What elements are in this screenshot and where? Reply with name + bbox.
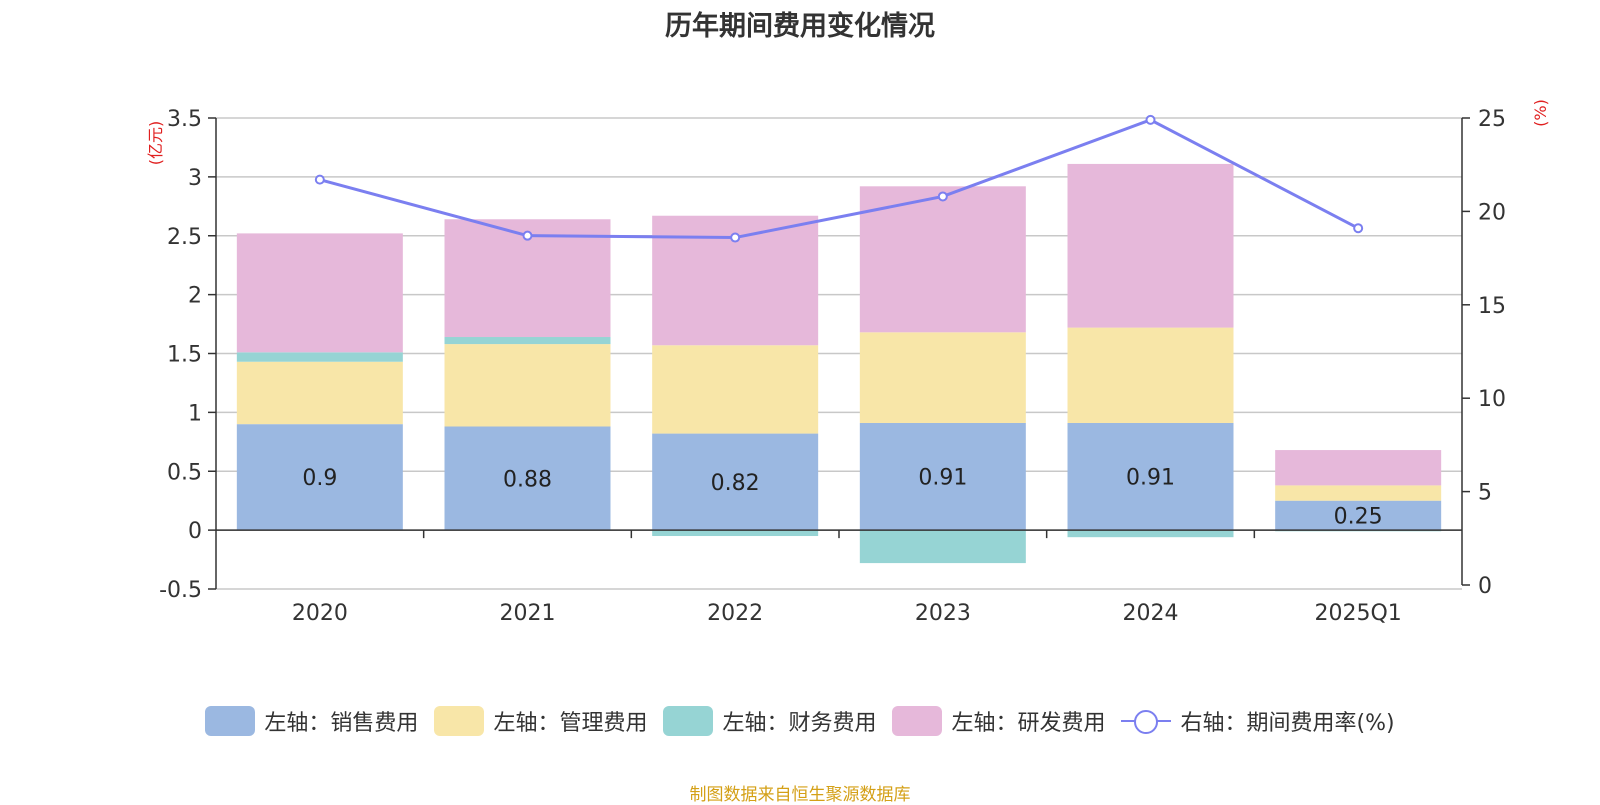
bar-segment (1067, 327, 1234, 423)
data-label: 0.91 (1126, 466, 1175, 491)
bar-segment (1275, 485, 1442, 501)
data-labels: 0.9 0.88 0.82 0.91 0.91 0.25 (302, 466, 1382, 530)
x-tick-label: 2022 (707, 601, 763, 626)
data-label: 0.25 (1334, 504, 1383, 529)
bar-segment (859, 186, 1026, 333)
legend-line-marker (1121, 706, 1172, 736)
source-note: 制图数据来自恒生聚源数据库 (689, 785, 911, 805)
y-right-tick-label: 5 (1478, 481, 1492, 506)
y-left-tick-label: 1 (188, 401, 202, 426)
legend-item[interactable]: 左轴：研发费用 (892, 705, 1105, 737)
bar-segment (652, 433, 819, 531)
bar-segment (859, 422, 1026, 531)
bar-segment (236, 361, 403, 425)
bar-segment (236, 233, 403, 353)
bar-segment (1067, 422, 1234, 531)
data-label: 0.9 (302, 466, 337, 491)
y-right-tick-label: 20 (1478, 200, 1506, 225)
bar-segment (444, 344, 611, 427)
rate-line-path (319, 118, 1359, 240)
bar-segment (1067, 163, 1234, 328)
legend-label: 左轴：财务费用 (722, 711, 877, 736)
y-left-tick-label: 1.5 (167, 343, 202, 368)
grid-lines (216, 117, 1462, 590)
bar-segment (859, 530, 1026, 564)
legend-item[interactable]: 左轴：销售费用 (205, 705, 418, 737)
bar-segment (1067, 530, 1234, 538)
y-left-tick-label: 0.5 (167, 460, 202, 485)
y-left-tick-label: 0 (188, 519, 202, 544)
legend-swatch (892, 706, 943, 736)
bar-segment (236, 352, 403, 362)
legend-item[interactable]: 左轴：财务费用 (663, 705, 876, 737)
legend-item[interactable]: 右轴：期间费用率(%) (1121, 705, 1395, 737)
rate-point (730, 232, 741, 243)
bar-segment (1275, 500, 1442, 531)
x-tick-label: 2024 (1123, 601, 1179, 626)
y-right-axis-label: (%) (1531, 99, 1550, 127)
y-right-tick-label: 15 (1478, 294, 1506, 319)
bar-segment (236, 424, 403, 531)
y-left-tick-label: 2 (188, 284, 202, 309)
x-tick-label: 2023 (915, 601, 971, 626)
y-left-tick-label: 3.5 (167, 107, 202, 132)
y-left-tick-label: 2.5 (167, 225, 202, 250)
bar-segment (652, 530, 819, 537)
y-left-tick-label: -0.5 (159, 578, 202, 603)
axes: 3.5 3 2.5 2 1.5 1 0.5 0 -0.5 25 20 15 10 5 0 (亿元) (%) 202… (146, 99, 1550, 626)
y-right-tick-label: 0 (1478, 574, 1492, 599)
bar-segment (859, 332, 1026, 423)
data-label: 0.82 (711, 471, 760, 496)
bars (236, 163, 1442, 564)
x-tick-label: 2021 (500, 601, 556, 626)
x-tick-label: 2025Q1 (1315, 601, 1402, 626)
legend-label: 左轴：研发费用 (951, 711, 1106, 736)
data-label: 0.91 (918, 466, 967, 491)
legend-label: 左轴：管理费用 (493, 711, 648, 736)
legend-item[interactable]: 左轴：管理费用 (434, 705, 647, 737)
rate-point (522, 230, 533, 241)
rate-point (1145, 114, 1156, 125)
y-right-tick-label: 25 (1478, 107, 1506, 132)
bar-segment (444, 337, 611, 345)
chart-svg: 3.5 3 2.5 2 1.5 1 0.5 0 -0.5 25 20 15 10 5 0 (亿元) (%) 202… (146, 99, 1550, 626)
rate-line (314, 114, 1364, 243)
bar-segment (444, 426, 611, 531)
y-left-tick-label: 3 (188, 166, 202, 191)
bar-segment (1275, 450, 1442, 486)
legend-label: 右轴：期间费用率(%) (1180, 711, 1395, 736)
legend-swatch (434, 706, 485, 736)
legend-swatch (663, 706, 714, 736)
y-right-tick-label: 10 (1478, 387, 1506, 412)
rate-point (937, 191, 948, 202)
legend: 左轴：销售费用 左轴：管理费用 左轴：财务费用 左轴：研发费用 右轴：期间费用率(%) (0, 705, 1600, 737)
rate-point (1353, 223, 1364, 234)
bar-segment (652, 345, 819, 434)
chart-title: 历年期间费用变化情况 (665, 11, 935, 42)
legend-swatch (205, 706, 256, 736)
data-label: 0.88 (503, 467, 552, 492)
rate-point (314, 174, 325, 185)
x-tick-label: 2020 (292, 601, 348, 626)
y-left-axis-label: (亿元) (146, 121, 165, 166)
legend-label: 左轴：销售费用 (264, 711, 419, 736)
